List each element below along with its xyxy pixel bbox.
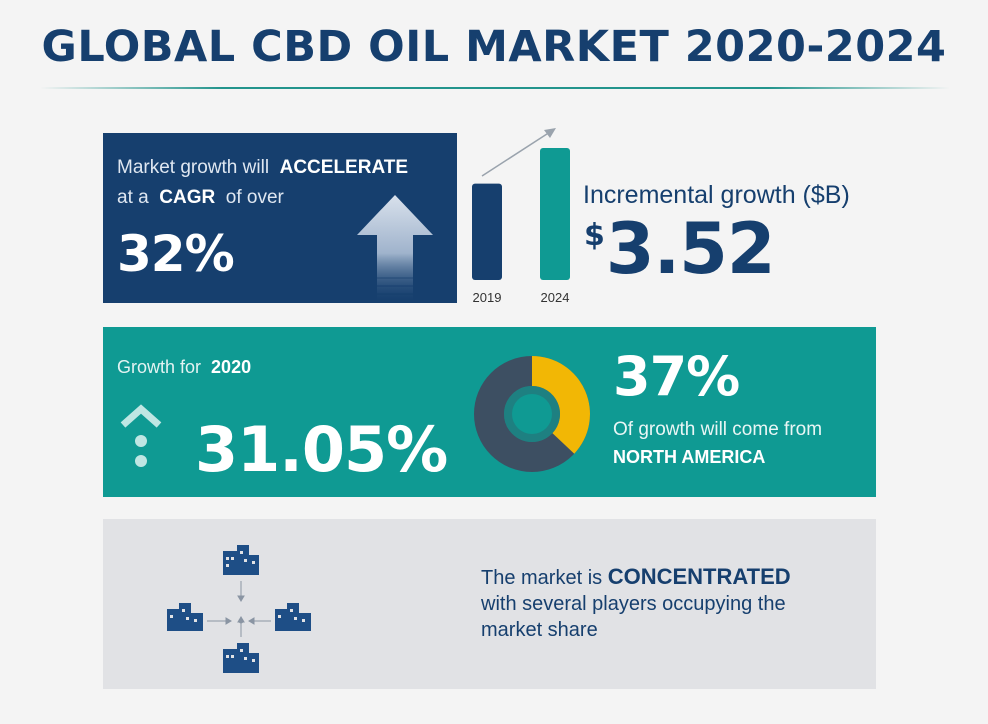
growth-panel: Growth for 2020 31.05% 37% Of growth wil… [103,327,876,497]
cagr-line-1: Market growth will ACCELERATE [117,157,408,179]
bar-2019 [472,183,502,280]
trend-arrow-icon [481,128,556,177]
cagr-line2-highlight: CAGR [159,187,216,208]
regional-share-value: 37% [613,345,740,408]
concentration-prefix: The market is [481,567,603,589]
up-arrow-icon [357,195,433,301]
growth-label-year: 2020 [211,357,252,377]
regional-share-text: Of growth will come from [613,419,823,440]
cagr-line2-suffix: of over [225,187,284,208]
donut-chart-icon [474,356,590,472]
cagr-panel: Market growth will ACCELERATE at a CAGR … [103,133,457,303]
bar-label-2019: 2019 [473,290,502,305]
cagr-value: 32% [117,225,235,283]
regional-name: NORTH AMERICA [613,447,766,467]
concentration-line-3: market share [481,619,598,641]
incremental-amount: 3.52 [605,208,776,290]
cagr-line-2: at a CAGR of over [117,187,284,209]
incremental-growth-chart: 2019 2024 [472,128,570,305]
page-title: GLOBAL CBD OIL MARKET 2020-2024 [41,22,947,72]
concentration-highlight: CONCENTRATED [607,564,791,589]
incremental-growth-label: Incremental growth ($B) [583,181,850,209]
currency-symbol: $ [584,218,605,253]
bar-2024 [540,148,570,280]
cagr-line1-prefix: Market growth will [117,157,270,178]
concentration-panel: The market is CONCENTRATED with several … [103,519,876,689]
cagr-line1-highlight: ACCELERATE [279,157,409,178]
chevron-up-dots-icon [120,404,162,467]
title-divider [40,87,950,89]
north-america-share-slice [532,356,590,454]
concentration-line-2: with several players occupying the [481,593,786,615]
growth-label: Growth for 2020 [117,357,251,378]
concentration-text: The market is CONCENTRATED with several … [481,564,861,643]
bar-label-2024: 2024 [541,290,570,305]
incremental-growth-value: $3.52 [584,208,776,290]
growth-value: 31.05% [195,413,448,486]
cagr-line2-prefix: at a [117,187,149,208]
buildings-converging-icon [167,545,311,673]
growth-label-prefix: Growth for [117,357,202,377]
